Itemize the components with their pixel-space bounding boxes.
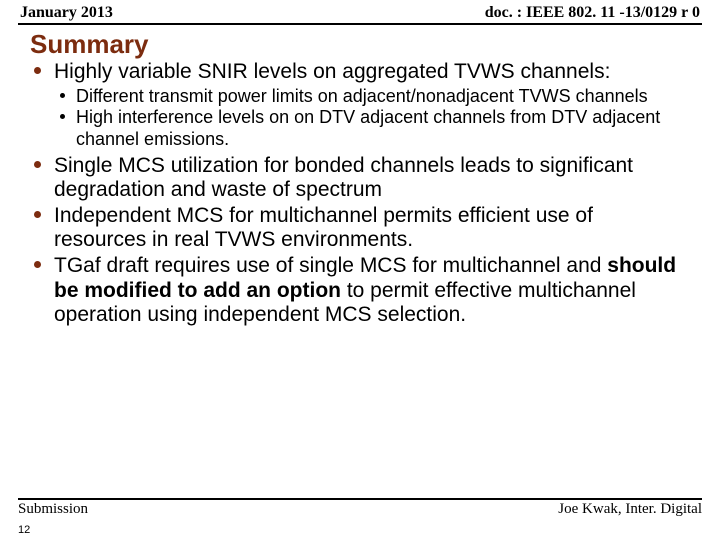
footer-right: Joe Kwak, Inter. Digital xyxy=(558,501,702,518)
bullet-icon xyxy=(34,261,41,268)
bullet-text: Independent MCS for multichannel permits… xyxy=(54,204,593,251)
bullet-icon xyxy=(34,161,41,168)
sub-bullet-icon xyxy=(60,93,65,98)
footer-row: Submission Joe Kwak, Inter. Digital xyxy=(18,498,702,518)
bullet-item: Independent MCS for multichannel permits… xyxy=(30,204,690,252)
sub-bullet-item: High interference levels on on DTV adjac… xyxy=(54,107,690,149)
header-docnum: doc. : IEEE 802. 11 -13/0129 r 0 xyxy=(485,4,700,22)
bullet-icon xyxy=(34,67,41,74)
bullet-item: Highly variable SNIR levels on aggregate… xyxy=(30,60,690,150)
sub-bullet-list: Different transmit power limits on adjac… xyxy=(54,86,690,150)
slide-page: January 2013 doc. : IEEE 802. 11 -13/012… xyxy=(0,0,720,540)
sub-bullet-text: Different transmit power limits on adjac… xyxy=(76,86,648,106)
slide-title: Summary xyxy=(30,29,702,60)
bullet-icon xyxy=(34,211,41,218)
page-number: 12 xyxy=(18,524,30,536)
bullet-text: Highly variable SNIR levels on aggregate… xyxy=(54,60,610,83)
sub-bullet-icon xyxy=(60,114,65,119)
header-date: January 2013 xyxy=(20,4,113,22)
sub-bullet-item: Different transmit power limits on adjac… xyxy=(54,86,690,107)
sub-bullet-text: High interference levels on on DTV adjac… xyxy=(76,107,660,148)
bullet-text: TGaf draft requires use of single MCS fo… xyxy=(54,254,676,325)
footer-left: Submission xyxy=(18,501,88,518)
seg: TGaf draft requires use of single MCS fo… xyxy=(54,254,607,277)
bullet-list: Highly variable SNIR levels on aggregate… xyxy=(30,60,690,327)
header-row: January 2013 doc. : IEEE 802. 11 -13/012… xyxy=(18,4,702,25)
slide-content: Highly variable SNIR levels on aggregate… xyxy=(30,60,690,327)
bullet-item: TGaf draft requires use of single MCS fo… xyxy=(30,254,690,326)
bullet-text: Single MCS utilization for bonded channe… xyxy=(54,154,633,201)
bullet-item: Single MCS utilization for bonded channe… xyxy=(30,154,690,202)
